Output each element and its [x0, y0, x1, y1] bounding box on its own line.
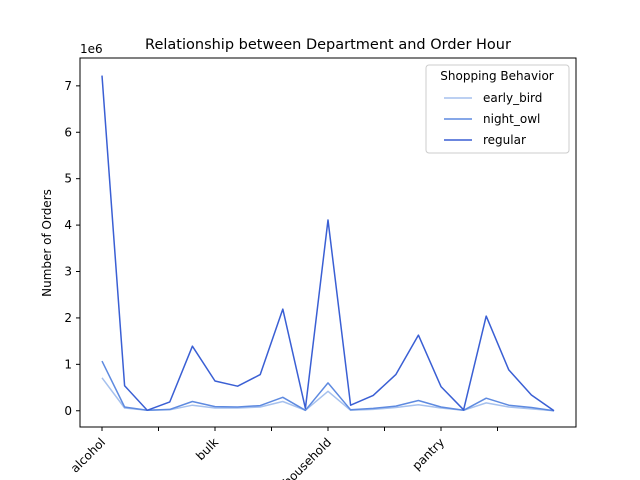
- legend-box: [425, 64, 570, 154]
- legend-item-label: early_bird: [483, 91, 542, 105]
- legend-item-label: night_owl: [483, 112, 540, 126]
- y-tick-label: 2: [64, 311, 72, 325]
- y-tick-label: 1: [64, 357, 72, 371]
- legend-title: Shopping Behavior: [440, 69, 554, 83]
- legend-item-label: regular: [483, 133, 526, 147]
- x-tick-label: alcohol: [68, 435, 108, 475]
- y-axis-label: Number of Orders: [40, 189, 54, 297]
- series-line-early-bird: [101, 377, 555, 412]
- x-tick-label: household: [280, 435, 334, 480]
- series-lines: [101, 75, 555, 412]
- y-tick-label: 6: [64, 125, 72, 139]
- series-line-night-owl: [101, 360, 555, 412]
- chart-title: Relationship between Department and Orde…: [145, 37, 511, 53]
- x-tick-label: pantry: [409, 435, 447, 473]
- y-axis-multiplier: 1e6: [80, 42, 103, 56]
- y-tick-label: 5: [64, 172, 72, 186]
- y-tick-label: 4: [64, 218, 72, 232]
- legend: Shopping Behavior early_bird night_owlreg…: [425, 64, 570, 154]
- series-line-regular: [101, 75, 555, 412]
- plot-area: [79, 57, 577, 428]
- x-tick-label: bulk: [193, 435, 221, 463]
- y-tick-label: 3: [64, 265, 72, 279]
- y-tick-label: 0: [64, 404, 72, 418]
- y-tick-label: 7: [64, 79, 72, 93]
